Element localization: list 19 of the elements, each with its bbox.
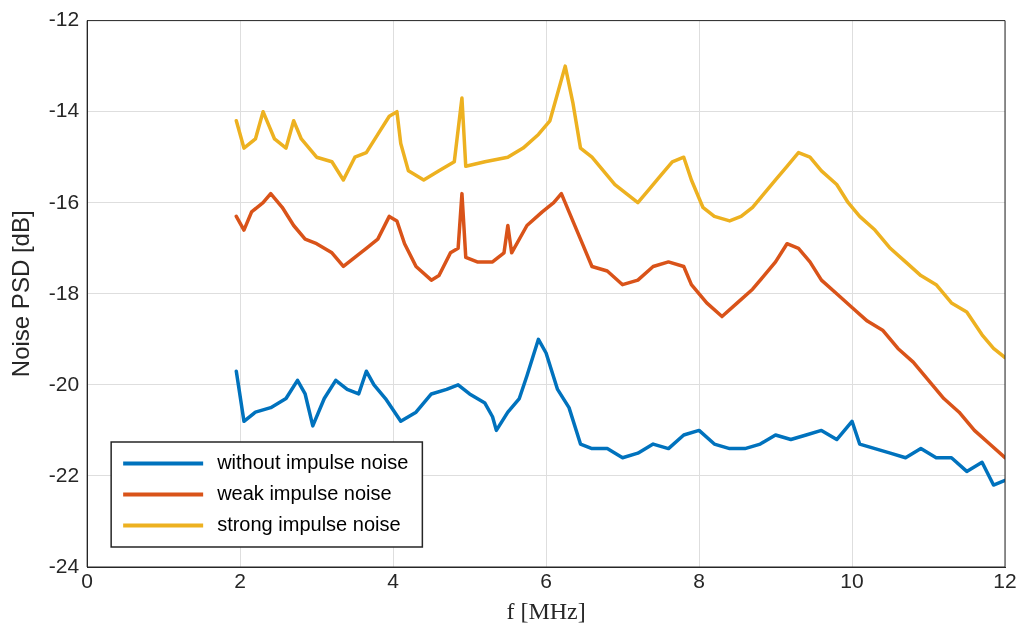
legend-label: without impulse noise [216,451,409,474]
x-tick-label: 10 [840,569,864,593]
y-tick-label: -22 [48,462,80,486]
y-axis-title: Noise PSD [dB] [7,210,35,378]
x-tick-label: 0 [81,569,93,593]
y-tick-label: -18 [48,280,80,304]
y-tick-label: -20 [48,371,80,395]
legend-label: weak impulse noise [216,482,392,505]
x-tick-label: 4 [387,569,400,593]
x-tick-label: 2 [234,569,246,593]
y-tick-label: -16 [48,189,80,213]
y-tick-label: -12 [48,7,80,31]
legend-label: strong impulse noise [217,513,401,536]
x-axis-title: f [MHz] [506,597,586,624]
x-tick-label: 12 [993,569,1017,593]
x-tick-label: 6 [540,569,552,593]
x-tick-label: 8 [693,569,705,593]
y-tick-label: -24 [48,553,80,577]
y-tick-label: -14 [48,98,80,122]
